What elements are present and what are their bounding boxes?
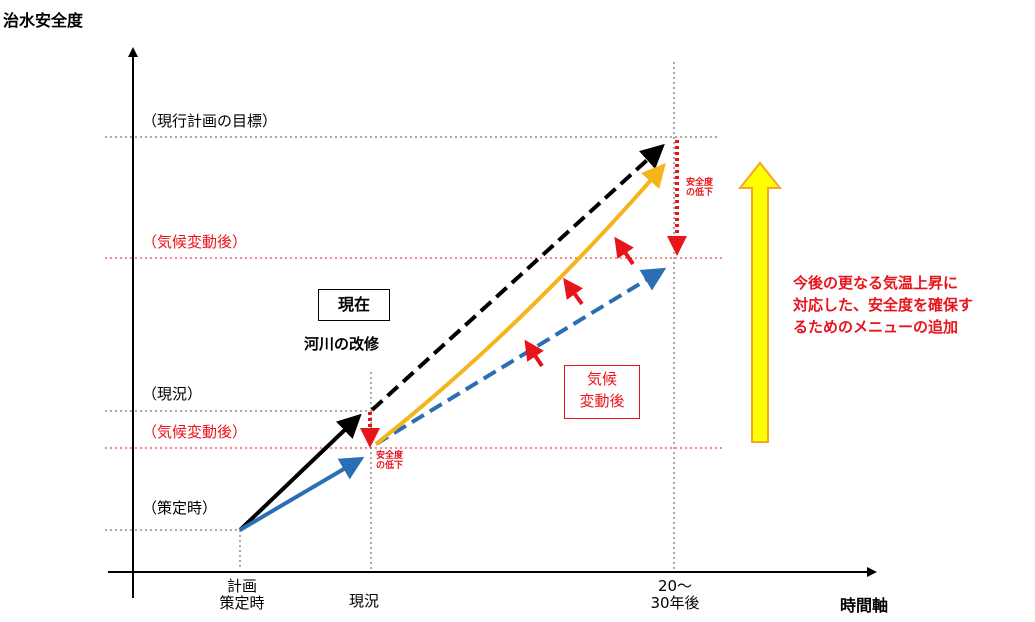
climate-box-line1: 気候 (586, 370, 617, 388)
x-tick-plan-line2: 策定時 (219, 594, 265, 613)
now-box: 現在 (318, 289, 390, 321)
river-improvement-label: 河川の改修 (304, 335, 380, 353)
red-up-arrow-3 (614, 236, 635, 266)
x-tick-future-line1: 20～ (657, 577, 693, 595)
red-up-arrow-1 (524, 339, 544, 368)
climate-change-box: 気候 変動後 (564, 365, 640, 419)
x-tick-future: 20～ 30年後 (645, 577, 705, 613)
black-arrow-plan (238, 413, 362, 532)
x-tick-current: 現況 (349, 592, 380, 610)
target-level-label: （現行計画の目標） (142, 112, 278, 130)
decline-label-current-b: の低下 (376, 461, 404, 472)
decline-label-future-b: の低下 (686, 188, 714, 199)
black-dashed-arrow (370, 143, 665, 412)
menu-line-2: 対応した、安全度を確保す (793, 296, 974, 314)
menu-addition-text: 今後の更なる気温上昇に 対応した、安全度を確保す るためのメニューの追加 (793, 272, 973, 338)
decline-label-current: 安全度 の低下 (376, 451, 403, 472)
decline-label-future: 安全度 の低下 (686, 178, 713, 199)
yellow-arrow (374, 162, 666, 446)
red-up-arrow-2 (563, 277, 584, 306)
decline-label-current-a: 安全度 (376, 451, 404, 461)
menu-line-3: るためのメニューの追加 (793, 318, 959, 336)
plan-level-label: （策定時） (142, 499, 218, 517)
big-up-arrow (737, 161, 783, 443)
blue-arrow-plan (238, 456, 365, 532)
blue-dashed-arrow (374, 267, 667, 446)
climate-box-line2: 変動後 (579, 392, 625, 410)
x-tick-plan: 計画 策定時 (214, 577, 270, 613)
x-axis-title: 時間軸 (840, 596, 889, 615)
y-axis-title: 治水安全度 (3, 11, 84, 30)
climate-lower-level-label: （気候変動後） (142, 423, 248, 441)
current-level-label: （現況） (142, 385, 203, 403)
menu-line-1: 今後の更なる気温上昇に (793, 274, 959, 292)
decline-label-future-a: 安全度 (686, 178, 714, 188)
x-tick-plan-line1: 計画 (226, 577, 257, 595)
climate-upper-level-label: （気候変動後） (142, 233, 248, 251)
x-tick-future-line2: 30年後 (650, 594, 700, 613)
